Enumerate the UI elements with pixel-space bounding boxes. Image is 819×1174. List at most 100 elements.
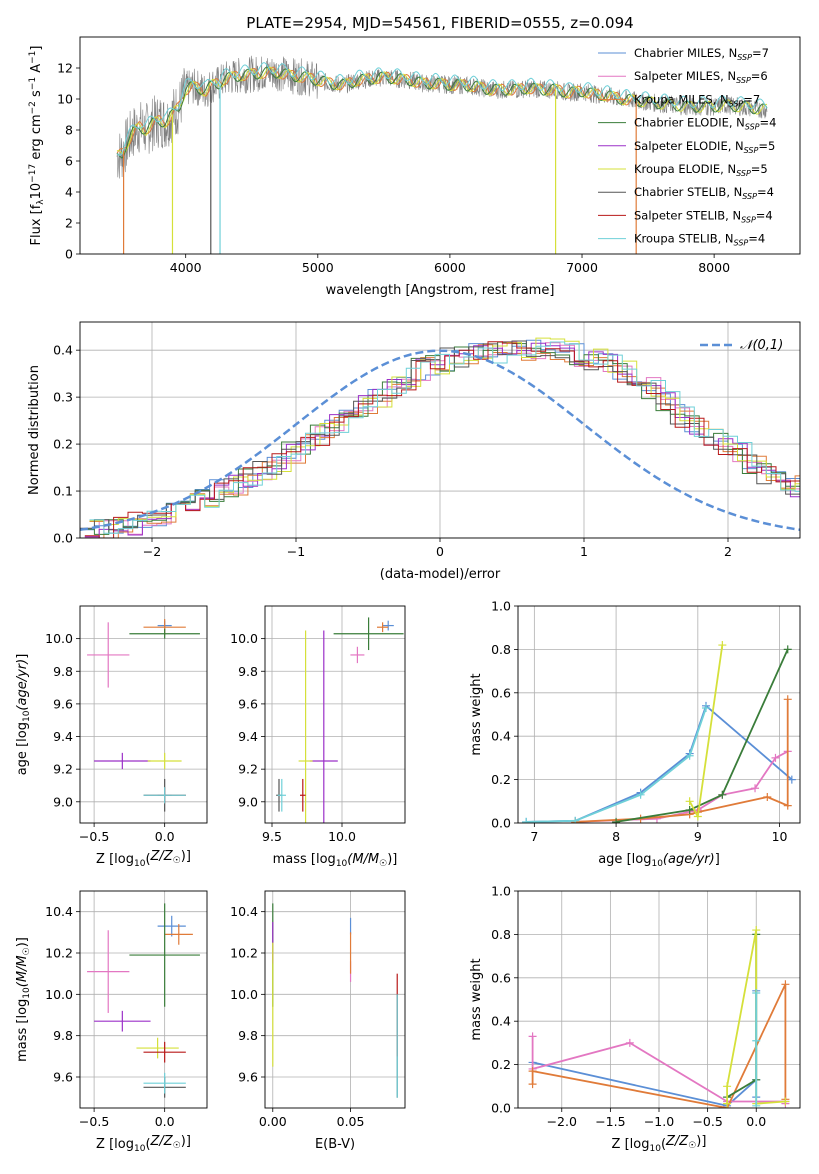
x-tick-label: −0.5 xyxy=(79,1114,109,1129)
x-tick-label: 9 xyxy=(694,829,702,844)
x-tick-label: 10.0 xyxy=(328,829,356,844)
y-tick-label: 0.4 xyxy=(491,1014,511,1029)
y-tick-label: 9.6 xyxy=(238,696,258,711)
spectrum-panel: 4000 5000 6000 7000 8000 0 2 4 6 8 10 12 wavelength … xyxy=(28,37,800,298)
x-tick-label: 0.00 xyxy=(259,1114,287,1129)
y-tick-label: 10 xyxy=(57,92,73,107)
y-tick-label: 1.0 xyxy=(491,884,511,899)
y-tick-label: 0.6 xyxy=(491,685,511,700)
x-tick-label: 6000 xyxy=(434,260,466,275)
y-tick-label: 0.2 xyxy=(53,437,73,452)
y-tick-label: 10.0 xyxy=(45,631,73,646)
y-axis-label: age [log10(age/yr)] xyxy=(15,654,32,776)
x-tick-label: −2.0 xyxy=(547,1114,577,1129)
residual-histogram-panel: −2 −1 0 1 2 0.0 0.1 0.2 0.3 0.4 (data-model)/error… xyxy=(27,322,819,582)
x-tick-label: 0.0 xyxy=(155,1114,175,1129)
mass-vs-metallicity-panel: −0.5 0.0 9.6 9.8 10.0 10.2 10.4 Z [log10(Z/Z☉)]… xyxy=(15,891,207,1154)
y-axis-label: Flux [fλ10−17 erg cm−2 s−1 A−1] xyxy=(28,46,46,246)
age-vs-metallicity-panel: −0.5 0.0 9.0 9.2 9.4 9.6 9.8 10.0 Z [log10(Z/Z☉)… xyxy=(15,606,207,869)
x-tick-label: 5000 xyxy=(302,260,334,275)
y-tick-label: 10.0 xyxy=(230,631,258,646)
y-tick-label: 10.2 xyxy=(230,946,258,961)
y-tick-label: 10.0 xyxy=(230,987,258,1002)
y-tick-label: 0.8 xyxy=(491,642,511,657)
y-tick-label: 9.6 xyxy=(238,1070,258,1085)
x-tick-label: 0 xyxy=(436,544,444,559)
x-axis-label: age [log10(age/yr)] xyxy=(598,852,720,869)
plot-area xyxy=(265,891,405,1108)
y-tick-label: 6 xyxy=(65,154,73,169)
y-tick-label: 0.8 xyxy=(491,927,511,942)
x-axis-label: mass [log10(M/M☉)] xyxy=(273,852,398,869)
y-tick-label: 0.2 xyxy=(491,772,511,787)
x-tick-label: −1.5 xyxy=(595,1114,625,1129)
x-tick-label: 8000 xyxy=(698,260,730,275)
y-tick-label: 0.6 xyxy=(491,970,511,985)
x-axis-label: Z [log10(Z/Z☉)] xyxy=(612,1134,707,1154)
y-tick-label: 9.6 xyxy=(53,696,73,711)
x-axis-label: wavelength [Angstrom, rest frame] xyxy=(326,283,555,298)
y-axis-label: mass [log10(M/M☉)] xyxy=(15,937,32,1062)
x-tick-label: 1 xyxy=(580,544,588,559)
x-tick-label: 0.0 xyxy=(746,1114,766,1129)
x-tick-label: 0.0 xyxy=(155,829,175,844)
x-tick-label: 7 xyxy=(530,829,538,844)
y-tick-label: 12 xyxy=(57,61,73,76)
x-tick-label: 4000 xyxy=(170,260,202,275)
x-tick-label: 10 xyxy=(772,829,788,844)
y-tick-label: 0.1 xyxy=(53,484,73,499)
x-axis-label: E(B-V) xyxy=(315,1137,355,1152)
y-tick-label: 9.0 xyxy=(53,794,73,809)
y-tick-label: 1.0 xyxy=(491,599,511,614)
y-axis-label: mass weight xyxy=(469,673,484,755)
x-tick-label: −1 xyxy=(287,544,305,559)
plot-area xyxy=(80,891,207,1108)
age-vs-mass-panel: 9.5 10.0 9.0 9.2 9.4 9.6 9.8 10.0 mass [log10(M/… xyxy=(230,606,405,892)
massweight-vs-age-panel: 7 8 9 10 0.0 0.2 0.4 0.6 0.8 1.0 mass weight age [l… xyxy=(469,599,800,870)
y-tick-label: 9.4 xyxy=(238,729,258,744)
x-tick-label: 2 xyxy=(724,544,732,559)
y-tick-label: 9.0 xyxy=(238,794,258,809)
y-tick-label: 0.0 xyxy=(491,816,511,831)
x-tick-label: −0.5 xyxy=(692,1114,722,1129)
y-tick-label: 2 xyxy=(65,216,73,231)
y-tick-label: 10.4 xyxy=(230,904,258,919)
y-tick-label: 9.8 xyxy=(238,1028,258,1043)
x-tick-label: 8 xyxy=(612,829,620,844)
x-axis-label: Z [log10(Z/Z☉)] xyxy=(96,849,191,869)
y-tick-label: 10.4 xyxy=(45,904,73,919)
y-tick-label: 9.8 xyxy=(238,664,258,679)
mass-vs-ebv-panel: 0.00 0.05 9.6 9.8 10.0 10.2 10.4 E(B-V) xyxy=(230,891,405,1152)
y-tick-label: 9.2 xyxy=(238,762,258,777)
x-axis-label: (data-model)/error xyxy=(380,567,501,582)
figure-title: PLATE=2954, MJD=54561, FIBERID=0555, z=0… xyxy=(246,14,633,32)
y-tick-label: 0.4 xyxy=(53,343,73,358)
y-tick-label: 0.0 xyxy=(53,531,73,546)
y-tick-label: 10.0 xyxy=(45,987,73,1002)
y-tick-label: 9.6 xyxy=(53,1070,73,1085)
x-tick-label: 7000 xyxy=(566,260,598,275)
x-tick-label: −0.5 xyxy=(79,829,109,844)
y-tick-label: 10.2 xyxy=(45,946,73,961)
x-tick-label: 9.5 xyxy=(262,829,282,844)
y-tick-label: 4 xyxy=(65,185,73,200)
y-axis-label: mass weight xyxy=(469,958,484,1040)
legend-label: 𝒩(0,1) xyxy=(740,338,783,353)
y-tick-label: 9.8 xyxy=(53,664,73,679)
y-tick-label: 0.3 xyxy=(53,390,73,405)
x-tick-label: −2 xyxy=(143,544,161,559)
x-tick-label: 0.05 xyxy=(337,1114,365,1129)
x-tick-label: −1.0 xyxy=(644,1114,674,1129)
y-tick-label: 9.4 xyxy=(53,729,73,744)
y-tick-label: 9.8 xyxy=(53,1028,73,1043)
y-tick-label: 0.0 xyxy=(491,1101,511,1116)
y-tick-label: 8 xyxy=(65,123,73,138)
y-tick-label: 9.2 xyxy=(53,762,73,777)
y-tick-label: 0.4 xyxy=(491,729,511,744)
y-axis-label: Normed distribution xyxy=(27,365,42,495)
y-tick-label: 0 xyxy=(65,247,73,262)
x-axis-label: Z [log10(Z/Z☉)] xyxy=(96,1134,191,1154)
